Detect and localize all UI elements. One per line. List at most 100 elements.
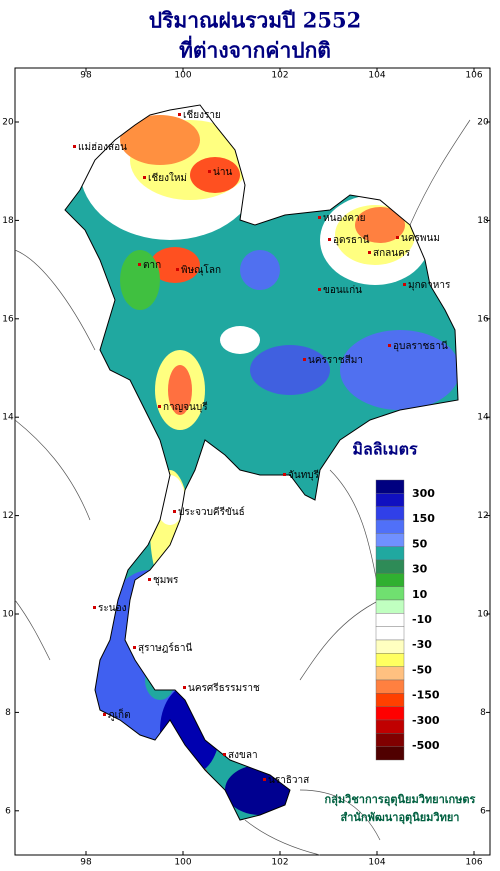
place-label: อุบลราชธานี [393, 340, 448, 352]
y-tick-label: 16 [2, 314, 14, 324]
place-marker [368, 251, 371, 254]
x-tick-label: 102 [271, 71, 288, 81]
place-label: นครศรีธรรมราช [188, 682, 260, 694]
legend-label: 10 [412, 588, 428, 601]
legend-swatch [375, 679, 405, 694]
legend-label: 300 [412, 487, 435, 500]
title-line: ที่ต่างจากค่าปกติ [179, 35, 331, 63]
y-tick-label: 20 [2, 118, 14, 128]
place-marker [208, 170, 211, 173]
legend-label: -300 [412, 714, 440, 727]
place-label: ตาก [143, 260, 161, 271]
x-tick-label: 98 [80, 858, 92, 868]
legend-swatch [375, 639, 405, 654]
y-tick-label: 10 [477, 610, 489, 620]
legend-swatch [375, 533, 405, 547]
place-marker [318, 288, 321, 291]
place-marker [396, 236, 399, 239]
place-label: อุดรธานี [333, 234, 370, 246]
x-tick-label: 104 [368, 858, 385, 868]
place-marker [403, 283, 406, 286]
legend-label: 30 [412, 563, 428, 576]
legend-swatch [375, 733, 405, 747]
y-tick-label: 6 [5, 806, 11, 816]
place-label: ภูเก็ต [108, 707, 131, 721]
place-label: เชียงใหม่ [148, 172, 187, 184]
place-label: ระนอง [98, 603, 127, 614]
y-tick-label: 18 [2, 216, 14, 226]
legend-swatch [375, 599, 405, 614]
y-tick-label: 18 [477, 216, 489, 226]
title-line: ปริมาณฝนรวมปี 2552 [149, 8, 361, 33]
legend-swatch [375, 719, 405, 734]
place-marker [158, 405, 161, 408]
x-tick-label: 100 [174, 858, 191, 868]
legend-swatch [375, 706, 405, 721]
legend-swatch [375, 506, 405, 521]
place-marker [178, 113, 181, 116]
place-marker [138, 263, 141, 266]
legend-label: -500 [412, 739, 440, 752]
credit-line: กลุ่มวิชาการอุตุนิยมวิทยาเกษตร [325, 793, 476, 807]
place-marker [318, 216, 321, 219]
place-marker [328, 238, 331, 241]
legend-label: 150 [412, 512, 435, 525]
place-label: กาญจนบุรี [163, 401, 208, 413]
y-tick-label: 8 [5, 708, 11, 718]
legend-swatch [375, 586, 405, 601]
place-label: สุราษฎร์ธานี [138, 642, 192, 654]
credit-line: สำนักพัฒนาอุตุนิยมวิทยา [341, 811, 460, 825]
legend-swatch [375, 559, 405, 574]
legend-label: 50 [412, 537, 428, 550]
place-label: นครพนม [401, 233, 440, 244]
x-tick-label: 106 [465, 858, 482, 868]
legend-swatch [375, 653, 405, 667]
place-marker [133, 646, 136, 649]
place-marker [173, 510, 176, 513]
legend-label: -50 [412, 663, 432, 676]
legend-title: มิลลิเมตร [352, 440, 418, 459]
x-tick-label: 100 [174, 71, 191, 81]
place-marker [103, 713, 106, 716]
place-label: มุกดาหาร [408, 280, 451, 291]
x-tick-label: 98 [80, 71, 92, 81]
place-label: หนองคาย [323, 213, 365, 224]
place-marker [73, 145, 76, 148]
place-marker [388, 344, 391, 347]
legend-swatch [375, 626, 405, 641]
place-marker [183, 686, 186, 689]
x-tick-label: 106 [465, 71, 482, 81]
place-label: พิษณุโลก [181, 263, 221, 276]
legend-swatch [375, 546, 405, 561]
y-tick-label: 20 [477, 118, 489, 128]
place-label: สงขลา [228, 750, 258, 761]
y-tick-label: 12 [2, 511, 13, 521]
y-tick-label: 14 [2, 413, 14, 423]
legend-swatch [375, 573, 405, 587]
place-label: สกลนคร [373, 248, 411, 259]
x-tick-label: 102 [271, 858, 288, 868]
place-label: แม่ฮ่องสอน [78, 142, 127, 153]
place-marker [263, 778, 266, 781]
neighbour-borders [14, 119, 471, 856]
legend-label: -150 [412, 689, 440, 702]
legend-label: -30 [412, 638, 432, 651]
legend-swatch [375, 613, 405, 627]
legend-swatch [375, 666, 405, 681]
place-marker [223, 753, 226, 756]
place-label: เชียงราย [183, 109, 221, 121]
legend-swatch [375, 479, 405, 494]
y-tick-label: 8 [480, 708, 486, 718]
place-marker [93, 606, 96, 609]
y-tick-label: 12 [477, 511, 488, 521]
legend-swatch [375, 519, 405, 534]
place-label: ขอนแก่น [323, 285, 362, 296]
y-tick-label: 10 [2, 610, 14, 620]
place-label: นครราชสีมา [308, 354, 363, 366]
place-marker [303, 358, 306, 361]
legend-swatch [375, 693, 405, 707]
place-marker [176, 268, 179, 271]
place-label: จันทบุรี [288, 469, 320, 481]
place-marker [283, 473, 286, 476]
